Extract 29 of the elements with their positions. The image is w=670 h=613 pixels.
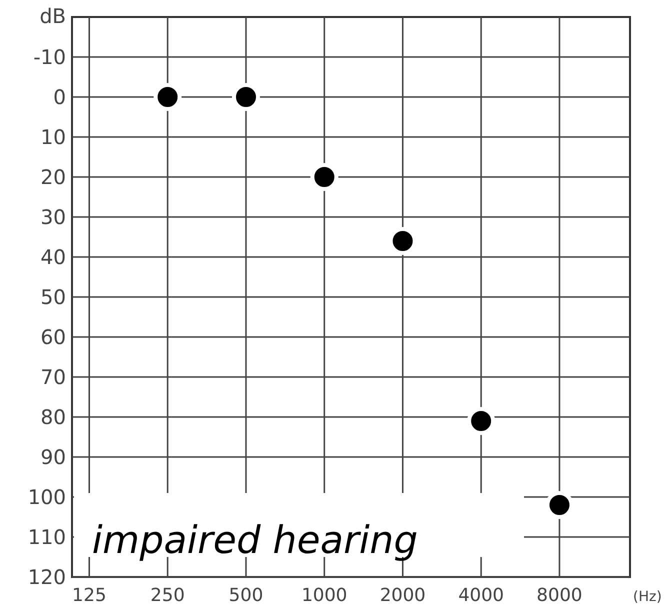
x-tick-label: 2000 [380,585,426,606]
point [467,407,496,435]
y-tick-label: 90 [40,445,66,469]
x-tick-label: 4000 [458,585,504,606]
y-tick-label: 30 [40,205,66,229]
y-tick-label: 10 [40,125,66,149]
y-tick-label: 50 [40,285,66,309]
y-tick-label: 60 [40,325,66,349]
y-tick-label: 80 [40,405,66,429]
x-tick-label: 250 [150,585,185,606]
annotation: impaired hearing [92,518,418,562]
y-tick-label: 40 [40,245,66,269]
y-tick-label: 100 [28,485,66,509]
y-tick-label: -10 [33,45,66,69]
point [154,83,182,111]
x-tick-label: 1000 [301,585,348,606]
y-axis-title: dB [40,4,66,28]
x-tick-label: 125 [72,585,106,606]
x-tick-label: 500 [228,585,264,606]
y-tick-label: 20 [40,165,66,189]
point [545,491,574,519]
y-tick-label: 70 [40,365,66,389]
y-tick-label: 0 [53,85,66,109]
x-tick-label: 8000 [536,585,582,606]
point [232,83,260,111]
y-tick-label: 110 [28,525,66,549]
point [310,163,338,191]
x-axis-title: (Hz) [633,589,662,605]
y-tick-label: 120 [28,565,66,589]
